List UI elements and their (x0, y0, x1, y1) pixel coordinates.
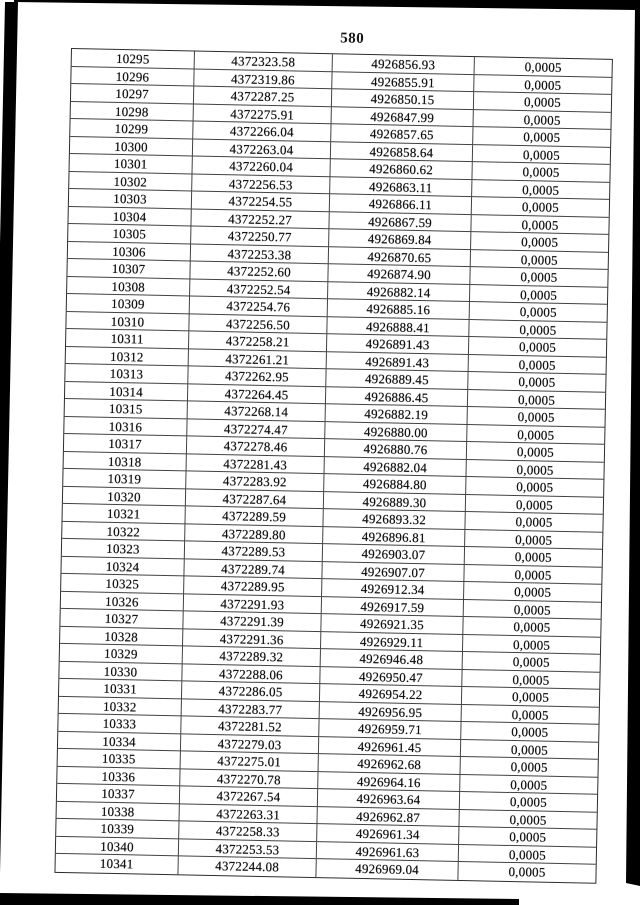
paper-sheet: 580 10295 4372323.58 4926856.93 0,0005 10296… (54, 30, 613, 884)
table-cell: 0,0005 (508, 863, 546, 880)
scan-edge-bottom (0, 893, 519, 905)
coordinate-table: 10295 4372323.58 4926856.93 0,0005 10296 4372… (54, 48, 613, 884)
table-cell: 10341 (55, 853, 179, 874)
scan-edge-left (0, 2, 18, 873)
table-cell: 4926969.04 (316, 859, 459, 880)
table-cell: 4372244.08 (178, 856, 317, 877)
scan-edge-right (626, 6, 640, 886)
scan-edge-top (14, 0, 640, 10)
